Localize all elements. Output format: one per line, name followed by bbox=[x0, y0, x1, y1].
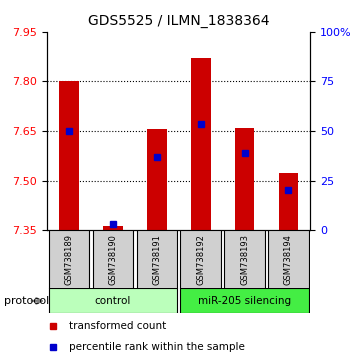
FancyBboxPatch shape bbox=[136, 230, 177, 289]
FancyBboxPatch shape bbox=[93, 230, 133, 289]
FancyBboxPatch shape bbox=[49, 288, 177, 313]
FancyBboxPatch shape bbox=[49, 230, 89, 289]
Bar bbox=[59, 81, 79, 230]
Text: control: control bbox=[95, 296, 131, 306]
Text: GSM738193: GSM738193 bbox=[240, 234, 249, 285]
Bar bbox=[279, 173, 299, 230]
Title: GDS5525 / ILMN_1838364: GDS5525 / ILMN_1838364 bbox=[88, 14, 269, 28]
FancyBboxPatch shape bbox=[180, 288, 309, 313]
Bar bbox=[103, 226, 123, 230]
Text: protocol: protocol bbox=[4, 296, 49, 306]
FancyBboxPatch shape bbox=[268, 230, 309, 289]
Text: transformed count: transformed count bbox=[69, 321, 166, 331]
Text: GSM738190: GSM738190 bbox=[108, 234, 117, 285]
Text: percentile rank within the sample: percentile rank within the sample bbox=[69, 342, 245, 352]
Text: miR-205 silencing: miR-205 silencing bbox=[198, 296, 291, 306]
Text: GSM738194: GSM738194 bbox=[284, 234, 293, 285]
Bar bbox=[191, 58, 210, 230]
Text: GSM738189: GSM738189 bbox=[64, 234, 73, 285]
Bar bbox=[147, 129, 167, 230]
Text: GSM738192: GSM738192 bbox=[196, 234, 205, 285]
Text: GSM738191: GSM738191 bbox=[152, 234, 161, 285]
FancyBboxPatch shape bbox=[180, 230, 221, 289]
Bar bbox=[235, 129, 255, 230]
FancyBboxPatch shape bbox=[225, 230, 265, 289]
